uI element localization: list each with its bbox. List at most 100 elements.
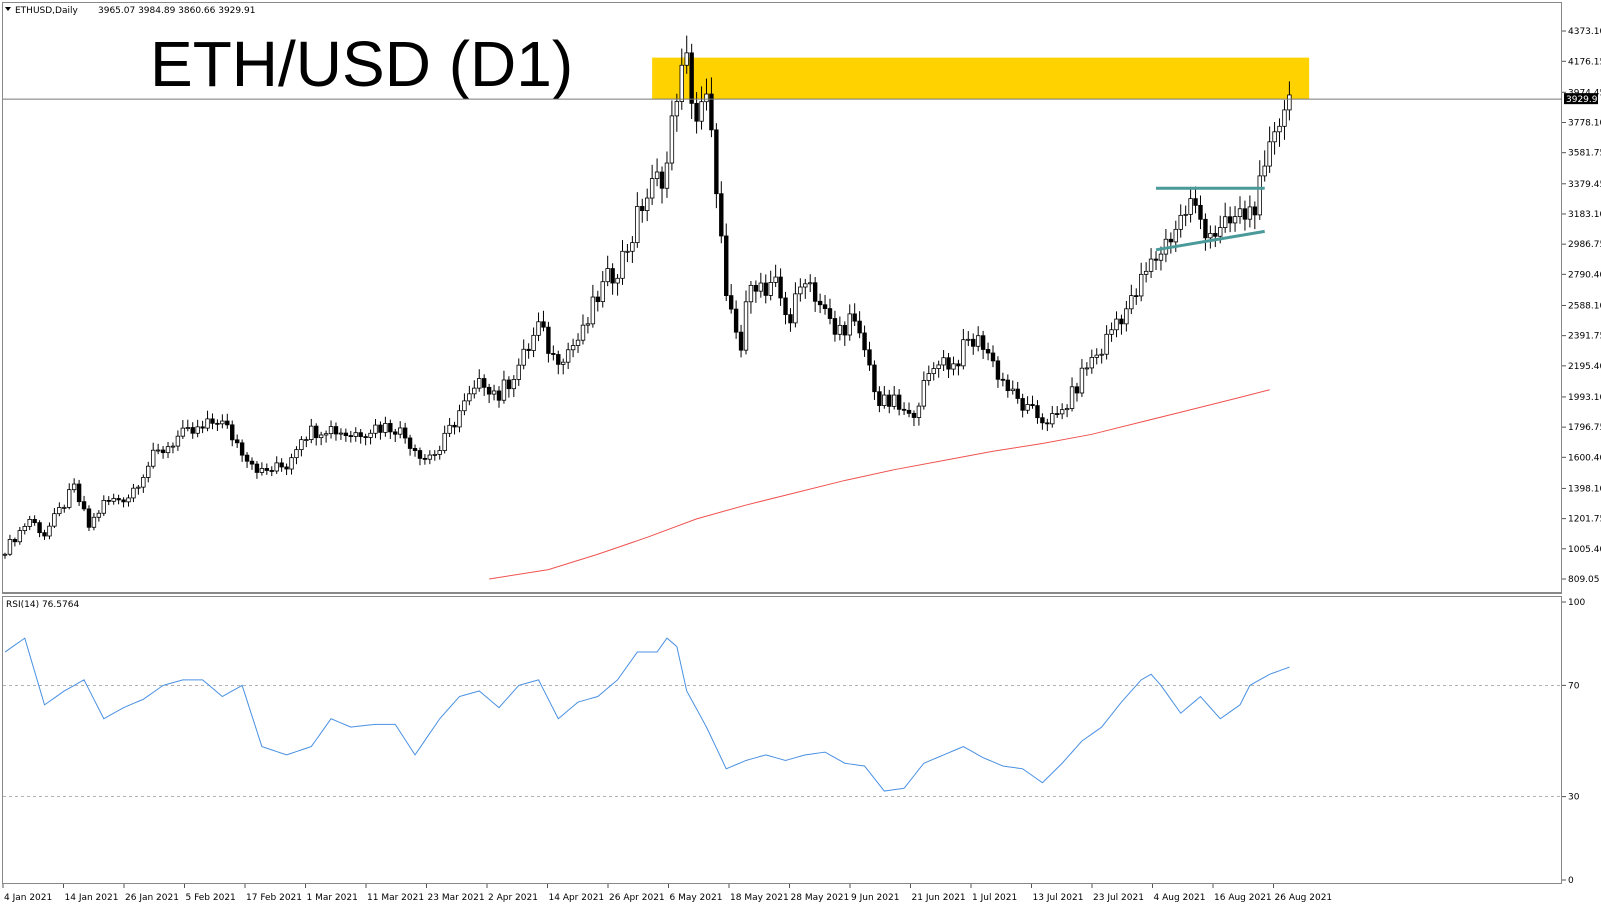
candle	[664, 151, 670, 198]
candle	[971, 333, 976, 355]
candle	[788, 308, 793, 332]
candle	[358, 429, 363, 444]
candle	[1183, 205, 1188, 227]
time-tick-label: 14 Jan 2021	[65, 893, 119, 903]
candle	[1119, 314, 1124, 335]
candle	[575, 333, 581, 353]
candle	[397, 421, 403, 439]
symbol-dropdown-icon[interactable]	[5, 7, 11, 11]
candle	[373, 418, 378, 439]
price-tick-label: 1005.40	[1568, 545, 1601, 555]
candle	[743, 290, 749, 355]
candle	[620, 240, 625, 285]
candle	[205, 410, 210, 432]
candle	[294, 446, 299, 465]
candle	[951, 356, 956, 376]
candle	[477, 369, 482, 392]
price-tick-label: 1993.10	[1568, 393, 1601, 403]
candle	[269, 466, 274, 477]
resistance-zone	[652, 57, 1310, 100]
candle	[595, 290, 600, 312]
candle	[457, 404, 462, 433]
candle	[230, 420, 235, 447]
candle	[1089, 349, 1094, 374]
candle	[1208, 225, 1213, 249]
candle	[763, 274, 768, 304]
candle	[1079, 359, 1085, 397]
candle	[259, 462, 265, 476]
candle	[175, 430, 181, 451]
price-tick-label: 2790.40	[1568, 270, 1601, 280]
candle	[887, 389, 892, 414]
candle	[393, 428, 398, 443]
candle	[422, 454, 428, 465]
candle	[363, 433, 368, 446]
candle	[556, 350, 561, 375]
candle	[1069, 377, 1075, 412]
candle	[220, 414, 225, 429]
candle	[867, 341, 872, 371]
candle	[832, 310, 838, 342]
candle	[452, 421, 457, 435]
candle	[654, 158, 660, 187]
candle	[318, 431, 324, 446]
price-tick-label: 3379.45	[1568, 180, 1601, 190]
candle	[516, 358, 521, 386]
candle	[1262, 150, 1267, 182]
candle	[249, 457, 255, 470]
candle	[239, 439, 245, 462]
candle	[995, 356, 1001, 388]
channel-lower-line	[1155, 229, 1265, 252]
candle	[728, 283, 734, 314]
candle	[1124, 300, 1129, 332]
candle	[1015, 381, 1020, 404]
candle	[709, 77, 714, 138]
candle	[724, 223, 729, 302]
candle	[1134, 288, 1139, 305]
candle	[2, 552, 8, 559]
candle	[47, 522, 52, 540]
candle	[1050, 405, 1055, 428]
candle	[980, 330, 986, 359]
candle	[966, 331, 971, 347]
candle	[1203, 213, 1208, 251]
candle	[551, 345, 556, 361]
candle	[877, 386, 882, 413]
candle	[264, 463, 270, 475]
candle	[1139, 262, 1144, 302]
price-tick-label: 2588.10	[1568, 301, 1601, 311]
candle	[862, 325, 867, 357]
candle	[86, 505, 92, 532]
candle	[808, 274, 813, 293]
candle	[1287, 81, 1292, 121]
candle	[1055, 406, 1060, 418]
candle	[541, 310, 546, 332]
time-tick-label: 13 Jul 2021	[1033, 893, 1084, 903]
candle	[447, 417, 452, 438]
candle	[931, 362, 936, 381]
candle	[412, 444, 418, 457]
candle	[284, 463, 289, 475]
candle	[185, 419, 190, 432]
candle	[427, 450, 433, 465]
candle	[7, 534, 13, 556]
rsi-axis: 100 70 30 0	[1562, 598, 1585, 886]
candle	[76, 479, 82, 506]
candles	[2, 35, 1292, 559]
candle	[911, 410, 917, 427]
candle	[244, 452, 250, 468]
candle	[1074, 382, 1080, 402]
candle	[338, 428, 344, 440]
candle	[1257, 160, 1262, 220]
candle	[1247, 195, 1253, 228]
candle	[121, 497, 126, 508]
candle	[1010, 380, 1015, 395]
candle	[753, 280, 759, 303]
candle	[491, 384, 497, 401]
candle	[1000, 372, 1006, 387]
candle	[200, 420, 205, 434]
candle	[481, 374, 487, 396]
candle	[486, 383, 492, 404]
candle	[1227, 206, 1233, 233]
